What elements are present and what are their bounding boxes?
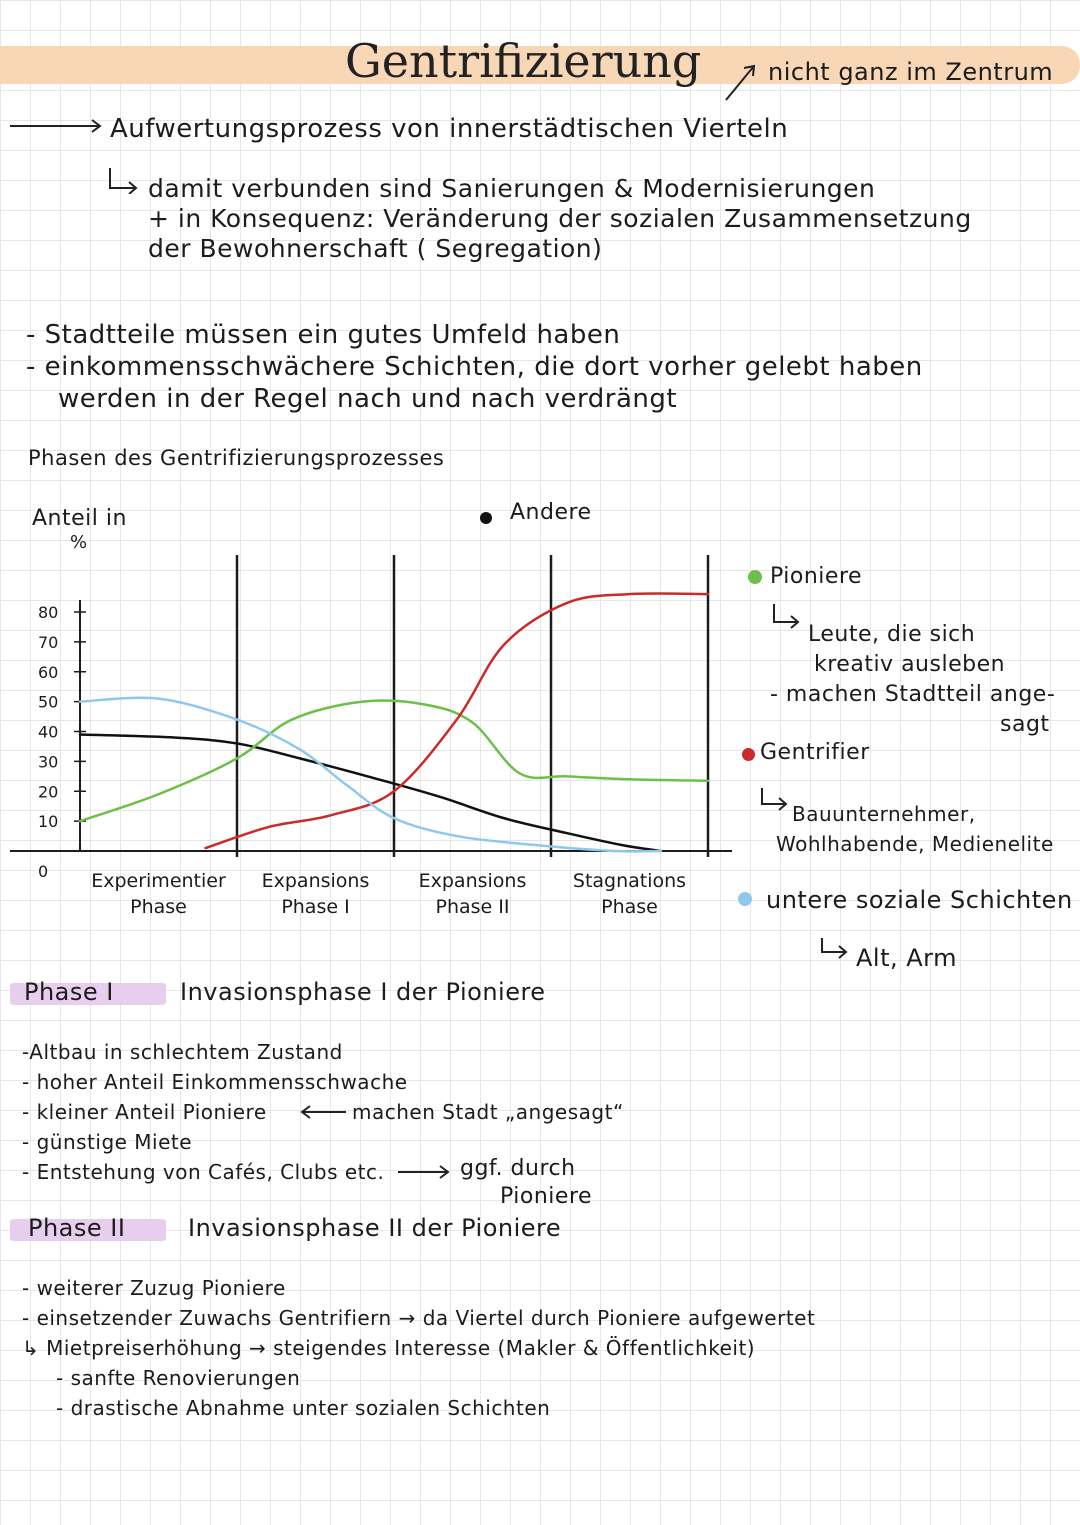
y-tick-label: 70 bbox=[38, 633, 58, 652]
phase2-highlight bbox=[10, 1219, 166, 1241]
phase-label: Stagnations bbox=[573, 870, 686, 892]
phase1-label: Phase I bbox=[24, 978, 114, 1006]
phase2-item-5: - drastische Abnahme unter sozialen Schi… bbox=[56, 1396, 551, 1420]
phase1-heading: Invasionsphase I der Pioniere bbox=[180, 978, 546, 1006]
phase2-heading: Invasionsphase II der Pioniere bbox=[188, 1214, 562, 1242]
legend-untere: untere soziale Schichten bbox=[766, 886, 1073, 914]
legend-andere: Andere bbox=[510, 500, 592, 525]
back-arrow-icon bbox=[300, 1105, 346, 1119]
intro-line-1: damit verbunden sind Sanierungen & Moder… bbox=[148, 174, 876, 203]
intro-line-3: der Bewohnerschaft ( Segregation) bbox=[148, 234, 603, 263]
y-tick-label: 60 bbox=[38, 663, 58, 682]
bullet-umfeld: - Stadtteile müssen ein gutes Umfeld hab… bbox=[26, 320, 621, 350]
phase1-item-4: - günstige Miete bbox=[22, 1130, 193, 1154]
gentrifier-dot-icon bbox=[742, 748, 755, 761]
phase1-item-5: - Entstehung von Cafés, Clubs etc. bbox=[22, 1160, 385, 1184]
series-line-untere-soziale-schichten bbox=[78, 696, 663, 853]
pioniere-desc-3: - machen Stadtteil ange- bbox=[770, 682, 1056, 707]
phase1-note-made: machen Stadt „angesagt“ bbox=[352, 1100, 624, 1124]
legend-pioniere: Pioniere bbox=[770, 564, 863, 589]
sub-arrow-icon bbox=[109, 168, 138, 194]
phase1-note-ggf: ggf. durch bbox=[460, 1156, 576, 1181]
untere-desc: Alt, Arm bbox=[856, 944, 957, 972]
untere-arrow-icon bbox=[821, 938, 848, 959]
phase-label-sub: Phase I bbox=[281, 896, 349, 918]
phase-label: Expansions bbox=[419, 870, 527, 892]
pioniere-desc-2: kreativ ausleben bbox=[814, 652, 1006, 677]
phase-label-sub: Phase bbox=[130, 896, 187, 918]
chart-ylabel-unit: % bbox=[70, 532, 88, 553]
series-line-andere bbox=[78, 733, 663, 853]
pioniere-dot-icon bbox=[748, 570, 762, 584]
phase-label-sub: Phase bbox=[601, 896, 658, 918]
phase2-item-1: - weiterer Zuzug Pioniere bbox=[22, 1276, 286, 1300]
y-tick-label: 80 bbox=[38, 603, 58, 622]
phases-heading: Phasen des Gentrifizierungsprozesses bbox=[28, 446, 445, 470]
series-line-pioniere bbox=[78, 699, 710, 823]
forward-arrow-icon bbox=[398, 1165, 450, 1179]
definition-arrow-icon bbox=[10, 119, 102, 133]
phase-label-sub: Phase II bbox=[436, 896, 510, 918]
gentrification-phase-chart: 80 70 60 50 40 30 20 10 0 Experimentier Phase Expan… bbox=[10, 555, 732, 918]
phase2-item-3: ↳ Mietpreiserhöhung → steigendes Interes… bbox=[22, 1336, 756, 1360]
y-tick-label: 50 bbox=[38, 693, 58, 712]
legend-gentrifier: Gentrifier bbox=[760, 740, 870, 765]
gentrifier-desc-2: Wohlhabende, Medienelite bbox=[776, 832, 1054, 856]
y-tick-label: 10 bbox=[38, 812, 58, 831]
phase1-item-1: -Altbau in schlechtem Zustand bbox=[22, 1040, 343, 1064]
y-tick-label: 40 bbox=[38, 723, 58, 742]
andere-dot-icon bbox=[480, 512, 492, 524]
bullet-verdraengung: - einkommensschwächere Schichten, die do… bbox=[26, 352, 923, 382]
gentrifier-desc-1: Bauunternehmer, bbox=[792, 802, 976, 826]
y-tick-label: 0 bbox=[38, 862, 48, 881]
pioniere-arrow-icon bbox=[773, 604, 800, 629]
phase1-item-2: - hoher Anteil Einkommensschwache bbox=[22, 1070, 408, 1094]
page-title: Gentrifizierung bbox=[345, 34, 702, 88]
intro-line-2: + in Konsequenz: Veränderung der soziale… bbox=[148, 204, 972, 233]
untere-dot-icon bbox=[738, 892, 752, 906]
phase1-note-pioniere: Pioniere bbox=[500, 1184, 593, 1209]
note-arrow-icon bbox=[725, 64, 756, 101]
phase2-item-2: - einsetzender Zuwachs Gentrifiern → da … bbox=[22, 1306, 816, 1330]
gentrifier-arrow-icon bbox=[761, 788, 788, 811]
phase2-item-4: - sanfte Renovierungen bbox=[56, 1366, 301, 1390]
phase2-label: Phase II bbox=[28, 1214, 126, 1242]
chart-ylabel: Anteil in bbox=[32, 506, 127, 531]
header-note: nicht ganz im Zentrum bbox=[768, 58, 1054, 86]
pioniere-desc-1: Leute, die sich bbox=[808, 622, 976, 647]
phase-label: Experimentier bbox=[91, 870, 226, 892]
definition-text: Aufwertungsprozess von innerstädtischen … bbox=[110, 114, 789, 144]
phase1-highlight bbox=[10, 983, 166, 1005]
pioniere-desc-4: sagt bbox=[1000, 712, 1050, 737]
phase1-item-3: - kleiner Anteil Pioniere bbox=[22, 1100, 267, 1124]
y-tick-label: 20 bbox=[38, 782, 58, 801]
y-tick-label: 30 bbox=[38, 752, 58, 771]
bullet-verdraengung-cont: werden in der Regel nach und nach verdrä… bbox=[58, 384, 678, 414]
title-highlight bbox=[0, 46, 1080, 84]
series-line-gentrifier bbox=[204, 592, 710, 850]
phase-label: Expansions bbox=[262, 870, 370, 892]
